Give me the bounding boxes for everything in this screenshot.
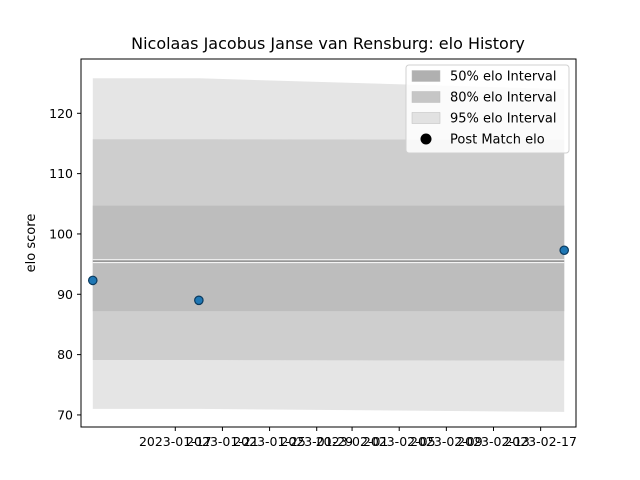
chart-title: Nicolaas Jacobus Janse van Rensburg: elo… <box>131 34 525 53</box>
y-axis-label: elo score <box>24 214 39 273</box>
y-tick-label-2: 80 <box>57 347 73 362</box>
x-tick-label-7: 2023-02-09 <box>410 434 483 449</box>
data-point-2 <box>194 295 204 306</box>
y-tick-label-1: 70 <box>57 407 73 422</box>
y-tick-label-5: 110 <box>49 166 73 181</box>
y-tick-label-4: 100 <box>49 226 73 241</box>
y-tick-label-3: 90 <box>57 287 73 302</box>
x-axis: 2023-01-172023-01-212023-01-252023-01-29… <box>139 427 577 449</box>
data-point-3 <box>559 245 570 256</box>
x-tick-label-5: 2023-02-01 <box>316 434 389 449</box>
legend-swatch-3 <box>411 112 441 124</box>
legend: 50% elo Interval 80% elo Interval 95% elo … <box>405 64 570 154</box>
legend-label-3: 95% elo Interval <box>450 112 557 127</box>
legend-label-2: 80% elo Interval <box>450 91 557 106</box>
legend-box <box>405 64 570 154</box>
y-axis: 70 80 90 100 110 120 <box>49 106 81 422</box>
y-tick-label-6: 120 <box>49 106 73 121</box>
legend-label-4: Post Match elo <box>450 133 545 148</box>
x-tick-label-4: 2023-01-29 <box>280 434 353 449</box>
x-tick-label-9: 2023-02-17 <box>504 434 577 449</box>
legend-swatch-1 <box>411 70 441 82</box>
plot-area <box>80 58 577 428</box>
x-tick-label-8: 2023-02-13 <box>457 434 530 449</box>
band-3 <box>92 205 565 312</box>
legend-swatch-2 <box>411 91 441 103</box>
x-tick-label-3: 2023-01-25 <box>233 434 306 449</box>
legend-label-1: 50% elo Interval <box>450 70 557 85</box>
x-tick-label-2: 2023-01-21 <box>186 434 259 449</box>
legend-marker-4 <box>420 133 432 145</box>
data-point-1 <box>87 275 98 286</box>
x-tick-label-6: 2023-02-05 <box>363 434 436 449</box>
axes-frame <box>80 58 577 428</box>
x-tick-label-1: 2023-01-17 <box>139 434 212 449</box>
